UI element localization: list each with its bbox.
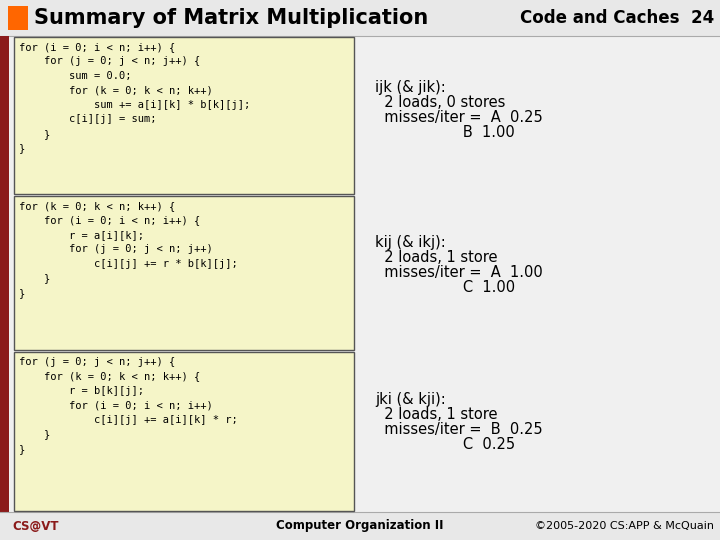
Text: }: } — [19, 444, 25, 454]
Text: 2 loads, 0 stores: 2 loads, 0 stores — [375, 95, 505, 110]
Text: }: } — [19, 129, 50, 139]
Text: }: } — [19, 273, 50, 284]
Bar — [0, 0, 720, 36]
Text: kij (& ikj):: kij (& ikj): — [375, 235, 446, 250]
Text: r = a[i][k];: r = a[i][k]; — [19, 230, 144, 240]
Text: c[i][j] += r * b[k][j];: c[i][j] += r * b[k][j]; — [19, 259, 238, 269]
Text: for (k = 0; k < n; k++) {: for (k = 0; k < n; k++) { — [19, 372, 200, 381]
Text: misses/iter =  A  0.25: misses/iter = A 0.25 — [375, 110, 543, 125]
Text: sum = 0.0;: sum = 0.0; — [19, 71, 132, 81]
Bar — [8, 6, 28, 30]
Text: B  1.00: B 1.00 — [375, 125, 515, 140]
Text: misses/iter =  A  1.00: misses/iter = A 1.00 — [375, 265, 543, 280]
Text: c[i][j] = sum;: c[i][j] = sum; — [19, 114, 156, 125]
Text: C  0.25: C 0.25 — [375, 437, 515, 452]
Text: CS@VT: CS@VT — [12, 519, 58, 532]
Bar — [14, 196, 354, 350]
Text: misses/iter =  B  0.25: misses/iter = B 0.25 — [375, 422, 543, 437]
Text: for (k = 0; k < n; k++): for (k = 0; k < n; k++) — [19, 85, 212, 96]
Text: for (j = 0; j < n; j++) {: for (j = 0; j < n; j++) { — [19, 357, 175, 367]
Text: for (i = 0; i < n; i++) {: for (i = 0; i < n; i++) { — [19, 42, 175, 52]
Text: 2 loads, 1 store: 2 loads, 1 store — [375, 250, 498, 265]
Text: 2 loads, 1 store: 2 loads, 1 store — [375, 407, 498, 422]
Text: jki (& kji):: jki (& kji): — [375, 392, 446, 407]
Text: Computer Organization II: Computer Organization II — [276, 519, 444, 532]
Text: for (k = 0; k < n; k++) {: for (k = 0; k < n; k++) { — [19, 201, 175, 211]
Text: for (i = 0; i < n; i++): for (i = 0; i < n; i++) — [19, 401, 212, 410]
Bar — [14, 352, 354, 511]
Bar — [14, 37, 354, 194]
Text: c[i][j] += a[i][k] * r;: c[i][j] += a[i][k] * r; — [19, 415, 238, 425]
Text: for (j = 0; j < n; j++) {: for (j = 0; j < n; j++) { — [19, 57, 200, 66]
Bar — [0, 512, 720, 540]
Text: ijk (& jik):: ijk (& jik): — [375, 80, 446, 95]
Text: }: } — [19, 288, 25, 298]
Text: for (i = 0; i < n; i++) {: for (i = 0; i < n; i++) { — [19, 215, 200, 226]
Text: C  1.00: C 1.00 — [375, 280, 515, 295]
Text: }: } — [19, 429, 50, 440]
Text: Summary of Matrix Multiplication: Summary of Matrix Multiplication — [34, 8, 428, 28]
Text: ©2005-2020 CS:APP & McQuain: ©2005-2020 CS:APP & McQuain — [535, 521, 714, 531]
Bar — [0, 36, 9, 512]
Text: sum += a[i][k] * b[k][j];: sum += a[i][k] * b[k][j]; — [19, 100, 251, 110]
Text: Code and Caches  24: Code and Caches 24 — [520, 9, 714, 27]
Text: }: } — [19, 144, 25, 153]
Text: for (j = 0; j < n; j++): for (j = 0; j < n; j++) — [19, 245, 212, 254]
Text: r = b[k][j];: r = b[k][j]; — [19, 386, 144, 396]
